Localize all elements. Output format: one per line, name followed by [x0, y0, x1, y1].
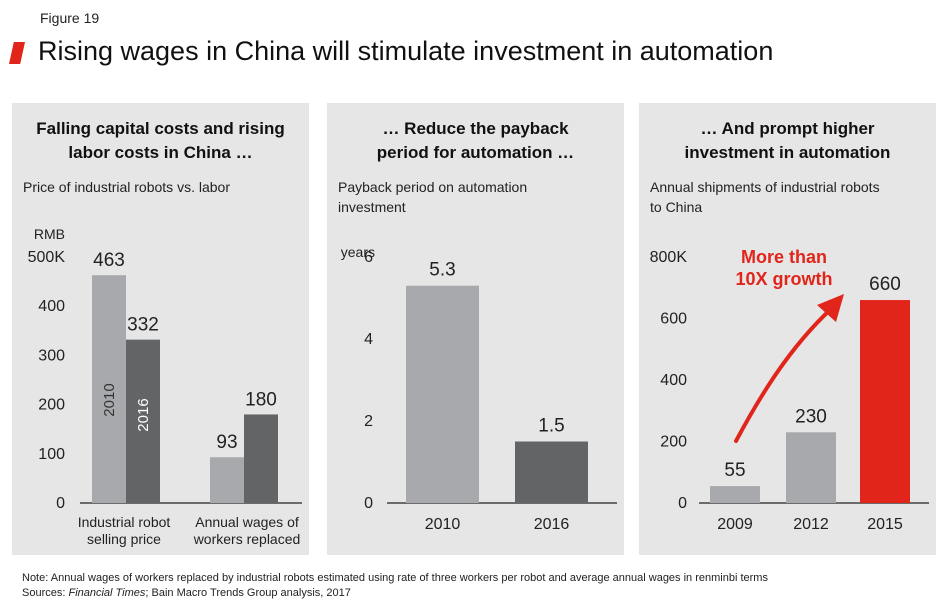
panel-subtitle: Payback period on automation investment [338, 177, 613, 217]
panel-title-line: labor costs in China … [68, 143, 253, 162]
panel-title: … And prompt higher investment in automa… [639, 117, 936, 165]
data-label: 93 [216, 432, 237, 453]
data-label: 55 [724, 460, 745, 481]
category-label: 2015 [867, 516, 903, 533]
category-label: workers replaced [193, 531, 301, 547]
data-label: 660 [869, 274, 901, 295]
panel-title-line: period for automation … [376, 143, 575, 162]
panel-robot-shipments: … And prompt higher investment in automa… [639, 103, 936, 555]
footnote: Note: Annual wages of workers replaced b… [22, 571, 768, 601]
data-label: 332 [127, 315, 159, 336]
bar [92, 275, 126, 503]
category-label: 2016 [534, 516, 570, 533]
y-tick-label: 0 [56, 495, 65, 512]
y-tick-label: 600 [660, 311, 687, 328]
chart-robot-vs-labor: 0 100 200 300 400 500K RMB 463 2010 332 2016 Indust… [28, 226, 302, 547]
y-tick-label: 2 [364, 413, 373, 430]
note-prefix: Note: [22, 572, 51, 584]
panel-subtitle-line: Payback period on automation [338, 179, 528, 195]
page-title: Rising wages in China will stimulate inv… [38, 36, 774, 66]
note-text: Annual wages of workers replaced by indu… [50, 572, 768, 584]
panel-title: … Reduce the payback period for automati… [327, 117, 624, 165]
panel-subtitle: Annual shipments of industrial robots to… [650, 177, 925, 217]
y-tick-label: 400 [38, 298, 65, 315]
sources-text: ; Bain Macro Trends Group analysis, 2017 [145, 587, 351, 599]
y-tick-label: 400 [660, 372, 687, 389]
panel-subtitle-line: Annual shipments of industrial robots [650, 179, 880, 195]
bar [786, 432, 836, 503]
series-label: 2010 [101, 383, 118, 416]
bar [406, 285, 479, 503]
panel-title-line: investment in automation [684, 143, 891, 162]
panel-payback-period: … Reduce the payback period for automati… [327, 103, 624, 555]
y-tick-label: 6 [364, 249, 373, 266]
panel-subtitle-line: investment [338, 199, 406, 215]
data-label: 5.3 [429, 260, 455, 281]
panel-subtitle-line: to China [650, 199, 703, 215]
unit-label: RMB [34, 226, 65, 242]
growth-arrow-head [817, 294, 844, 322]
panel-title-line: Falling capital costs and rising [36, 119, 285, 138]
unit-label: years [341, 244, 375, 260]
y-tick-label: 100 [38, 446, 65, 463]
chart-robot-shipments: 0 200 400 600 800K 55 2009 230 2012 660 2015 More t… [650, 247, 929, 533]
panel-subtitle-line: Price of industrial robots vs. labor [23, 179, 230, 195]
bar [210, 457, 244, 503]
panel-robot-vs-labor: Falling capital costs and rising labor c… [12, 103, 309, 555]
bar [860, 300, 910, 503]
growth-annotation: More than [741, 247, 827, 267]
growth-arrow [734, 307, 833, 443]
bar [515, 441, 588, 503]
panel-title-line: … And prompt higher [700, 119, 875, 138]
y-tick-label: 800K [650, 249, 688, 266]
data-label: 463 [93, 250, 125, 271]
growth-annotation: 10X growth [735, 269, 832, 289]
bar [126, 339, 160, 503]
series-label: 2016 [135, 398, 152, 431]
bar [710, 486, 760, 503]
y-tick-label: 0 [364, 495, 373, 512]
category-label: 2009 [717, 516, 753, 533]
y-tick-label: 300 [38, 347, 65, 364]
panel-title-line: … Reduce the payback [382, 119, 569, 138]
figure-label: Figure 19 [40, 10, 100, 26]
sources-line: Sources: Financial Times; Bain Macro Tre… [22, 586, 768, 601]
y-tick-label: 500K [28, 249, 66, 266]
title-accent-mark [9, 42, 25, 64]
y-tick-label: 200 [660, 434, 687, 451]
note-line: Note: Annual wages of workers replaced b… [22, 571, 768, 586]
y-tick-label: 200 [38, 397, 65, 414]
panel-subtitle: Price of industrial robots vs. labor [23, 177, 298, 197]
data-label: 180 [245, 389, 277, 410]
sources-italic: Financial Times [68, 587, 146, 599]
category-label: selling price [87, 531, 161, 547]
category-label: 2010 [425, 516, 461, 533]
y-tick-label: 4 [364, 331, 373, 348]
category-label: 2012 [793, 516, 829, 533]
data-label: 1.5 [538, 416, 564, 437]
y-tick-label: 0 [678, 495, 687, 512]
data-label: 230 [795, 406, 827, 427]
sources-prefix: Sources: [22, 587, 69, 599]
category-label: Annual wages of [195, 514, 299, 530]
bar [244, 414, 278, 503]
category-label: Industrial robot [78, 514, 171, 530]
panel-title: Falling capital costs and rising labor c… [12, 117, 309, 165]
